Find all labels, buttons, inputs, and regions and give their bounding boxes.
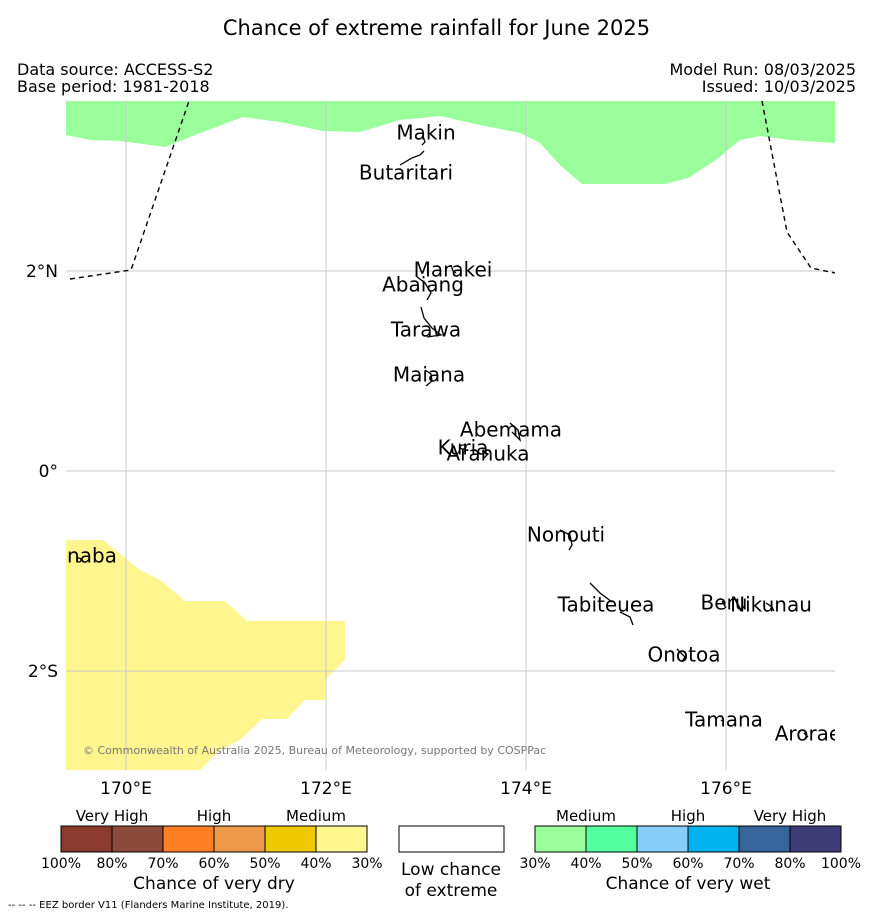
lon-tick-label: 172°E — [300, 779, 352, 799]
data-source-text: Data source: ACCESS-S2 — [17, 60, 214, 79]
eez-footnote: -- -- -- EEZ border V11 (Flanders Marine… — [8, 900, 289, 911]
source-info: Data source: ACCESS-S2 Base period: 1981… — [17, 61, 213, 95]
legend-tick-label: 50% — [249, 856, 280, 872]
lat-tick-label: 2°S — [28, 662, 58, 682]
legend-tick-label: 30% — [519, 856, 550, 872]
base-period-text: Base period: 1981-2018 — [17, 77, 210, 96]
legend-swatch — [636, 825, 689, 853]
legend-swatch — [264, 825, 317, 853]
lon-tick-label: 170°E — [100, 779, 152, 799]
legend-swatch — [789, 825, 842, 853]
issued-text: Issued: 10/03/2025 — [701, 77, 856, 96]
legend-swatch — [213, 825, 266, 853]
place-label: Abemama — [460, 418, 562, 442]
place-label: Abaiang — [382, 273, 464, 297]
place-label: Marakei — [414, 258, 493, 282]
legend-tick-label: 70% — [723, 856, 754, 872]
copyright-text: © Commonwealth of Australia 2025, Bureau… — [83, 744, 546, 757]
legend-swatch — [738, 825, 791, 853]
legend-swatch — [534, 825, 587, 853]
legend-tick-label: 50% — [621, 856, 652, 872]
dry-region — [66, 540, 345, 770]
eez-border — [69, 101, 835, 280]
place-label: Nonouti — [527, 523, 605, 547]
model-run-text: Model Run: 08/03/2025 — [669, 60, 857, 79]
place-label: Nikunau — [730, 593, 812, 617]
legend-tick-label: 80% — [96, 856, 127, 872]
grid-lines — [66, 101, 835, 770]
low-chance-line2: of extreme — [405, 881, 498, 900]
place-label: Banaba — [41, 544, 117, 568]
legend-swatch — [111, 825, 164, 853]
longitude-ticks: 170°E 172°E 174°E 176°E — [100, 779, 752, 799]
legend-tick-label: 100% — [821, 856, 861, 872]
wet-legend: Medium High Very High 30% 40% 50% 60% 70% 80% 100… — [519, 807, 861, 894]
legend-tick-label: 60% — [198, 856, 229, 872]
low-chance-line1: Low chance — [401, 860, 501, 880]
low-chance-legend: Low chance of extreme — [398, 825, 505, 900]
legend-swatch — [687, 825, 740, 853]
legend-group-label: High — [671, 807, 705, 825]
place-label: Maiana — [393, 363, 465, 387]
legend-title: Chance of very wet — [606, 874, 771, 894]
legend-swatch — [315, 825, 368, 853]
legend-tick-label: 60% — [672, 856, 703, 872]
place-label: Onotoa — [648, 643, 721, 667]
legend-group-label: Very High — [76, 807, 149, 825]
legend-group-label: Very High — [754, 807, 827, 825]
place-label: Makin — [396, 121, 455, 145]
place-label: Arorae — [775, 722, 841, 746]
place-label: Tabiteuea — [557, 593, 655, 617]
legend-group-label: High — [197, 807, 231, 825]
legend-tick-label: 30% — [351, 856, 382, 872]
latitude-ticks: 2°N 0° 2°S — [26, 262, 58, 682]
legend-tick-label: 100% — [41, 856, 81, 872]
legend-swatch — [585, 825, 638, 853]
lon-tick-label: 176°E — [700, 779, 752, 799]
low-chance-swatch — [398, 825, 505, 853]
wet-region — [66, 101, 835, 184]
place-label: Aranuka — [447, 442, 530, 466]
dry-legend: Very High High Medium 100% 80% 70% 60% 50% 40% 30… — [41, 807, 383, 894]
place-label: Tamana — [684, 708, 763, 732]
legend-group-label: Medium — [286, 807, 346, 825]
legend-swatch — [162, 825, 215, 853]
legend-tick-label: 40% — [570, 856, 601, 872]
run-info: Model Run: 08/03/2025 Issued: 10/03/2025 — [670, 61, 857, 95]
legend-swatch — [60, 825, 113, 853]
legend-title: Chance of very dry — [133, 874, 295, 894]
place-label: Tarawa — [390, 318, 461, 342]
lat-tick-label: 2°N — [26, 262, 58, 282]
legend-tick-label: 70% — [147, 856, 178, 872]
lon-tick-label: 174°E — [500, 779, 552, 799]
place-label: Butaritari — [359, 161, 453, 185]
legend-tick-label: 40% — [300, 856, 331, 872]
lat-tick-label: 0° — [39, 462, 58, 482]
legend-tick-label: 80% — [774, 856, 805, 872]
place-label: Kuria — [438, 436, 489, 460]
legend: Very High High Medium 100% 80% 70% 60% 50% 40% 30… — [41, 807, 861, 900]
islands — [76, 135, 809, 738]
legend-group-label: Medium — [556, 807, 616, 825]
chart-title: Chance of extreme rainfall for June 2025 — [222, 16, 651, 40]
place-label: Beru — [701, 591, 748, 615]
